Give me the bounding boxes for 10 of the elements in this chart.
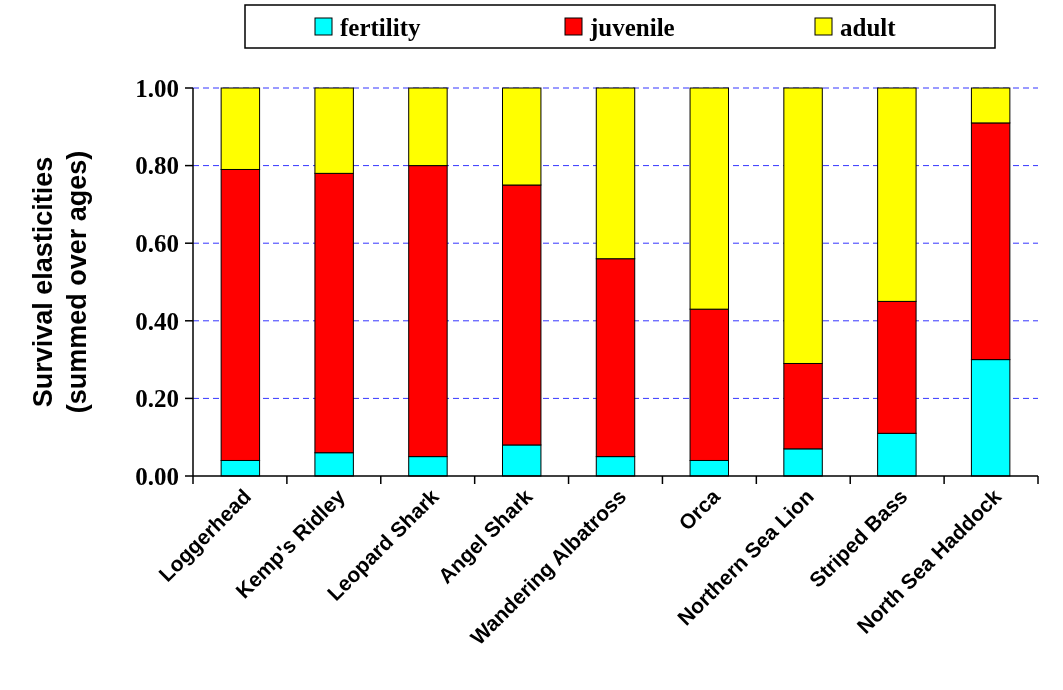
y-tick-label: 0.80 bbox=[135, 152, 179, 180]
y-tick-label: 0.20 bbox=[135, 385, 179, 413]
y-tick-label: 0.60 bbox=[135, 229, 179, 257]
y-axis-title: Survival elasticities (summed over ages) bbox=[28, 150, 92, 414]
legend-label: adult bbox=[840, 13, 897, 41]
legend-label: fertility bbox=[340, 13, 422, 41]
legend-label: juvenile bbox=[589, 13, 675, 41]
y-tick-label: 1.00 bbox=[135, 74, 179, 102]
y-tick-label: 0.40 bbox=[135, 307, 179, 335]
y-tick-label: 0.00 bbox=[135, 462, 179, 490]
